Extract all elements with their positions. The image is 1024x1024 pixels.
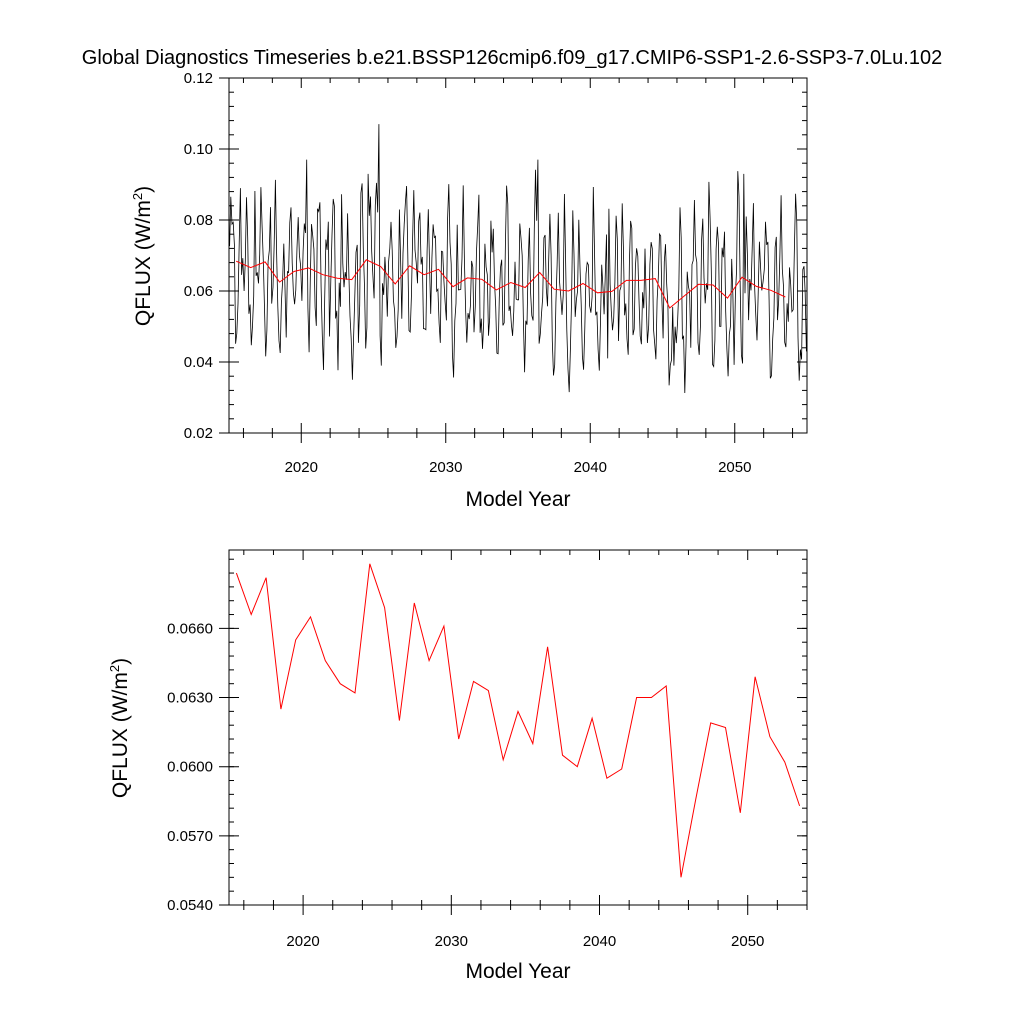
y-tick-label: 0.04 [184, 354, 213, 371]
x-tick-label: 2050 [731, 933, 764, 950]
x-tick-label: 2030 [435, 933, 468, 950]
y-axis-title: QFLUX (W/m2) [107, 658, 132, 798]
chart-title: Global Diagnostics Timeseries b.e21.BSSP… [82, 47, 942, 69]
annual-mean-series-line [235, 259, 786, 309]
panel-2: 2020 2030 2040 2050 0.0540 0.0570 0.0600 0.0630… [107, 549, 808, 983]
y-tick-label: 0.0600 [167, 759, 213, 776]
y-tick-label: 0.02 [184, 425, 213, 442]
x-tick-label: 2040 [583, 933, 616, 950]
x-axis-title: Model Year [465, 488, 570, 511]
y-tick-label: 0.08 [184, 212, 213, 229]
x-axis-title: Model Year [465, 960, 570, 983]
y-tick-label: 0.12 [184, 70, 213, 87]
plot-frame [228, 77, 808, 434]
y-tick-label: 0.0660 [167, 620, 213, 637]
y-tick-label: 0.10 [184, 141, 213, 158]
x-tick-label: 2040 [574, 459, 607, 476]
x-tick-label: 2050 [718, 459, 751, 476]
x-tick-label: 2030 [429, 459, 462, 476]
y-tick-label: 0.0540 [167, 897, 213, 914]
y-tick-label: 0.06 [184, 283, 213, 300]
annual-mean-series-line [235, 563, 801, 878]
y-axis-title: QFLUX (W/m2) [130, 186, 155, 326]
y-tick-label: 0.0630 [167, 690, 213, 707]
x-tick-label: 2020 [285, 459, 318, 476]
x-tick-label: 2020 [286, 933, 319, 950]
plot-frame [228, 549, 808, 906]
panel-1: 2020 2030 2040 2050 0.02 0.04 0.06 0.08 0.10 0.12… [130, 70, 808, 511]
monthly-series-line [229, 124, 807, 394]
y-tick-label: 0.0570 [167, 828, 213, 845]
